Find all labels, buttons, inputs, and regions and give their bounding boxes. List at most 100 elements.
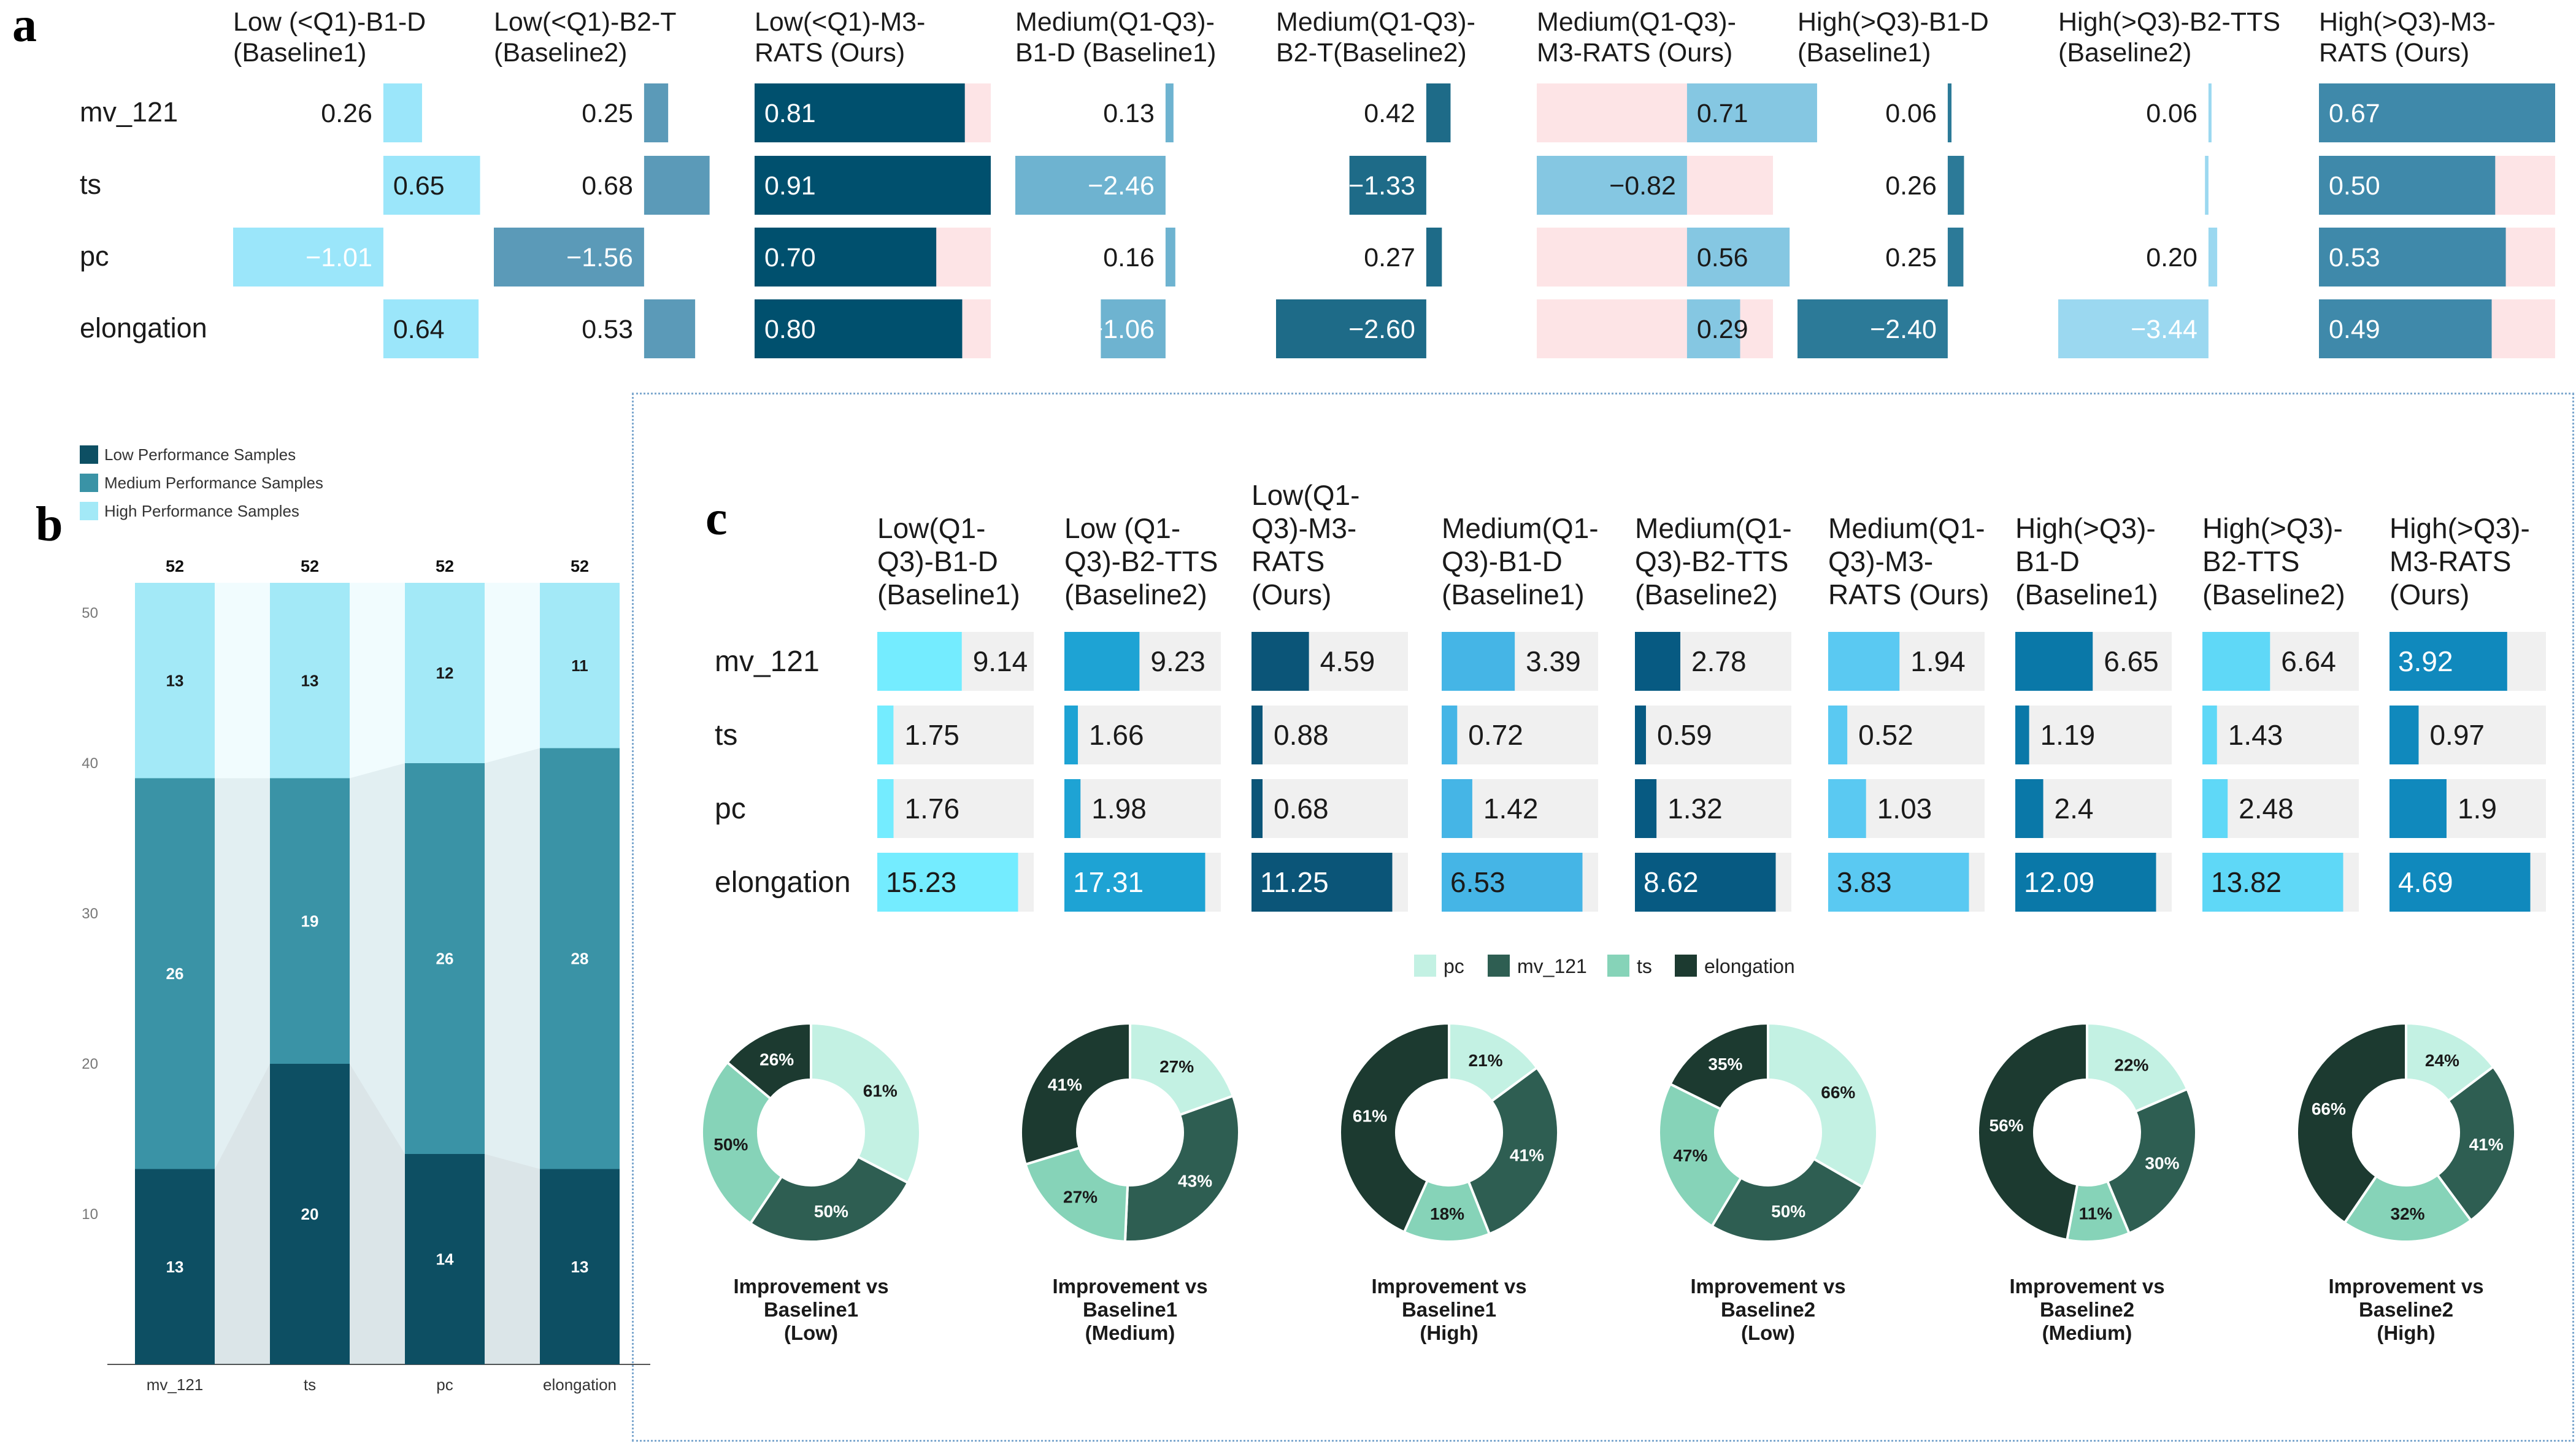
bar-total-label: 52	[166, 557, 184, 575]
bar-total-label: 52	[436, 557, 454, 575]
cell-value-label: 0.25	[582, 99, 633, 128]
cell-value-label: −0.82	[1609, 171, 1676, 201]
y-tick-label: 30	[82, 906, 98, 922]
bar-cell	[1165, 83, 1174, 142]
panel-label-a: a	[12, 0, 37, 52]
bar-cell	[1015, 156, 1166, 215]
bar-cell	[2205, 156, 2209, 215]
cell-value-label: 0.42	[1364, 99, 1415, 128]
y-tick-label: 40	[82, 755, 98, 772]
flow-ribbon	[215, 1064, 270, 1364]
stacked-bar-segment	[135, 778, 215, 1169]
segment-value-label: 19	[301, 912, 319, 930]
panel-a-table: Low (<Q1)-B1-D(Baseline1)Low(<Q1)-B2-T(B…	[80, 7, 2555, 358]
segment-value-label: 14	[436, 1250, 454, 1269]
cell-value-label: 0.65	[393, 171, 445, 201]
cell-value-label: 0.49	[2329, 315, 2380, 344]
column-header-text: (Baseline2)	[2058, 38, 2192, 67]
stacked-bar-segment	[270, 778, 350, 1064]
bar-cell	[644, 83, 669, 142]
bar-cell	[1349, 156, 1426, 215]
stacked-bar-segment	[540, 1169, 620, 1364]
column-header-text: High(>Q3)-B1-D	[1797, 7, 1989, 37]
cell-value-label: 0.13	[1103, 99, 1155, 128]
segment-value-label: 12	[436, 664, 454, 682]
legend-swatch	[80, 502, 98, 520]
x-category-label: pc	[436, 1375, 453, 1394]
flow-ribbon	[350, 763, 405, 1154]
flow-ribbon	[350, 1064, 405, 1364]
cell-value-label: 0.29	[1697, 315, 1748, 344]
bar-cell	[2319, 156, 2496, 215]
bar-total-label: 52	[301, 557, 319, 575]
flow-ribbon	[215, 583, 270, 779]
cell-value-label: −1.33	[1348, 171, 1415, 201]
legend-label: High Performance Samples	[104, 502, 299, 520]
row-label: mv_121	[80, 96, 178, 128]
segment-value-label: 13	[166, 671, 184, 690]
cell-value-label: −2.46	[1088, 171, 1155, 201]
stacked-bar-segment	[135, 583, 215, 779]
bar-cell	[383, 299, 479, 358]
column-header-text: B1-D (Baseline1)	[1015, 38, 1216, 67]
bar-cell	[1165, 228, 1175, 287]
cell-value-label: 0.67	[2329, 99, 2380, 128]
column-header-text: Low(<Q1)-B2-T	[494, 7, 677, 37]
x-category-label: mv_121	[147, 1375, 204, 1394]
cell-value-label: −1.01	[306, 243, 372, 272]
cell-value-label: 0.53	[582, 315, 633, 344]
stacked-bar-segment	[135, 1169, 215, 1364]
flow-ribbon	[485, 748, 540, 1169]
cell-value-label: 0.25	[1885, 243, 1937, 272]
bar-cell	[233, 228, 383, 287]
stacked-bar-segment	[405, 583, 485, 763]
cell-value-label: 0.56	[1697, 243, 1748, 272]
segment-value-label: 28	[571, 950, 589, 968]
cell-value-label: 0.50	[2329, 171, 2380, 201]
cell-value-label: −3.44	[2131, 315, 2197, 344]
bar-cell	[644, 299, 696, 358]
bar-cell	[1797, 299, 1948, 358]
panel-c-frame	[632, 393, 2574, 1442]
flow-ribbon	[215, 778, 270, 1169]
cell-value-label: 0.64	[393, 315, 445, 344]
y-tick-label: 10	[82, 1206, 98, 1223]
stacked-bar-segment	[405, 763, 485, 1154]
column-header-text: (Baseline2)	[494, 38, 628, 67]
segment-value-label: 26	[166, 964, 184, 983]
bar-cell	[1947, 156, 1964, 215]
cell-value-label: −2.40	[1870, 315, 1937, 344]
bar-cell	[1426, 83, 1451, 142]
legend-swatch	[80, 445, 98, 464]
cell-value-label: 0.26	[321, 99, 372, 128]
row-label: elongation	[80, 312, 207, 344]
column-header-text: Low(<Q1)-M3-	[755, 7, 925, 37]
segment-value-label: 26	[436, 950, 454, 968]
cell-value-label: 0.20	[2146, 243, 2197, 272]
legend-label: Low Performance Samples	[104, 445, 296, 464]
segment-value-label: 11	[571, 656, 588, 675]
x-category-label: ts	[304, 1375, 316, 1394]
column-header-text: Medium(Q1-Q3)-	[1537, 7, 1736, 37]
stacked-bar-segment	[405, 1154, 485, 1364]
row-label: ts	[80, 169, 101, 200]
column-header-text: RATS (Ours)	[2319, 38, 2469, 67]
column-header-text: High(>Q3)-M3-	[2319, 7, 2496, 37]
column-header-text: B2-T(Baseline2)	[1276, 38, 1467, 67]
cell-value-label: 0.53	[2329, 243, 2380, 272]
row-label: pc	[80, 240, 109, 272]
flow-ribbon	[350, 583, 405, 779]
segment-value-label: 13	[301, 671, 319, 690]
panel-label-b: b	[36, 498, 63, 552]
bar-cell	[1426, 228, 1442, 287]
segment-value-label: 13	[571, 1258, 589, 1276]
bar-cell	[494, 228, 644, 287]
cell-value-label: −1.56	[566, 243, 633, 272]
bar-cell	[755, 156, 991, 215]
legend-label: Medium Performance Samples	[104, 474, 323, 492]
segment-value-label: 13	[166, 1258, 184, 1276]
flow-ribbon	[485, 1154, 540, 1364]
stacked-bar-segment	[270, 1064, 350, 1364]
bar-cell	[2319, 299, 2492, 358]
column-header-text: Medium(Q1-Q3)-	[1276, 7, 1475, 37]
